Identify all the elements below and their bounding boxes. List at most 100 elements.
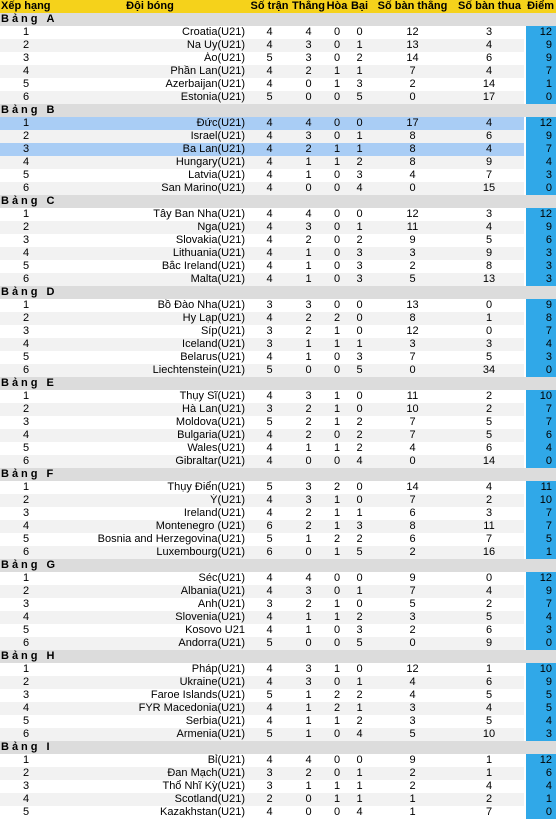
table-row[interactable]: 5 Kosovo U21 4 1 0 3 2 6 3 — [0, 624, 556, 637]
table-row[interactable]: 1 Thụy Điển(U21) 5 3 2 0 14 4 11 — [0, 481, 556, 494]
header-points[interactable]: Điểm — [525, 0, 556, 13]
team-name[interactable]: Ba Lan(U21) — [52, 143, 248, 156]
table-row[interactable]: 4 Montenegro (U21) 6 2 1 3 8 11 7 — [0, 520, 556, 533]
team-name[interactable]: Estonia(U21) — [52, 91, 248, 104]
team-name[interactable]: Slovenia(U21) — [52, 611, 248, 624]
header-rank[interactable]: Xếp hạng — [0, 0, 52, 13]
table-row[interactable]: 6 Gibraltar(U21) 4 0 0 4 0 14 0 — [0, 455, 556, 468]
team-name[interactable]: Malta(U21) — [52, 273, 248, 286]
table-row[interactable]: 4 FYR Macedonia(U21) 4 1 2 1 3 4 5 — [0, 702, 556, 715]
team-name[interactable]: Gibraltar(U21) — [52, 455, 248, 468]
table-row[interactable]: 1 Đức(U21) 4 4 0 0 17 4 12 — [0, 117, 556, 130]
table-row[interactable]: 1 Séc(U21) 4 4 0 0 9 0 12 — [0, 572, 556, 585]
table-row[interactable]: 4 Bulgaria(U21) 4 2 0 2 7 5 6 — [0, 429, 556, 442]
header-lost[interactable]: Bại — [348, 0, 371, 13]
team-name[interactable]: Na Uy(U21) — [52, 39, 248, 52]
team-name[interactable]: Bồ Đào Nha(U21) — [52, 299, 248, 312]
team-name[interactable]: Lithuania(U21) — [52, 247, 248, 260]
team-name[interactable]: Thổ Nhĩ Kỳ(U21) — [52, 780, 248, 793]
team-name[interactable]: Croatia(U21) — [52, 26, 248, 39]
team-name[interactable]: Hà Lan(U21) — [52, 403, 248, 416]
header-drawn[interactable]: Hòa — [326, 0, 348, 13]
team-name[interactable]: Wales(U21) — [52, 442, 248, 455]
team-name[interactable]: San Marino(U21) — [52, 182, 248, 195]
table-row[interactable]: 2 Nga(U21) 4 3 0 1 11 4 9 — [0, 221, 556, 234]
team-name[interactable]: Moldova(U21) — [52, 416, 248, 429]
team-name[interactable]: Đan Mạch(U21) — [52, 767, 248, 780]
team-name[interactable]: Hungary(U21) — [52, 156, 248, 169]
team-name[interactable]: Ireland(U21) — [52, 507, 248, 520]
team-name[interactable]: Bắc Ireland(U21) — [52, 260, 248, 273]
team-name[interactable]: Phần Lan(U21) — [52, 65, 248, 78]
table-row[interactable]: 3 Ba Lan(U21) 4 2 1 1 8 4 7 — [0, 143, 556, 156]
table-row[interactable]: 4 Phần Lan(U21) 4 2 1 1 7 4 7 — [0, 65, 556, 78]
team-name[interactable]: Thụy Điển(U21) — [52, 481, 248, 494]
team-name[interactable]: Séc(U21) — [52, 572, 248, 585]
team-name[interactable]: Kazakhstan(U21) — [52, 806, 248, 819]
table-row[interactable]: 5 Serbia(U21) 4 1 1 2 3 5 4 — [0, 715, 556, 728]
team-name[interactable]: Thụy Sĩ(U21) — [52, 390, 248, 403]
table-row[interactable]: 2 Albania(U21) 4 3 0 1 7 4 9 — [0, 585, 556, 598]
table-row[interactable]: 2 Hà Lan(U21) 3 2 1 0 10 2 7 — [0, 403, 556, 416]
team-name[interactable]: Ý(U21) — [52, 494, 248, 507]
table-row[interactable]: 3 Áo(U21) 5 3 0 2 14 6 9 — [0, 52, 556, 65]
team-name[interactable]: Síp(U21) — [52, 325, 248, 338]
table-row[interactable]: 2 Na Uy(U21) 4 3 0 1 13 4 9 — [0, 39, 556, 52]
team-name[interactable]: Azerbaijan(U21) — [52, 78, 248, 91]
table-row[interactable]: 5 Latvia(U21) 4 1 0 3 4 7 3 — [0, 169, 556, 182]
table-row[interactable]: 3 Anh(U21) 3 2 1 0 5 2 7 — [0, 598, 556, 611]
table-row[interactable]: 5 Wales(U21) 4 1 1 2 4 6 4 — [0, 442, 556, 455]
header-goals-against[interactable]: Số bàn thua — [454, 0, 525, 13]
team-name[interactable]: Đức(U21) — [52, 117, 248, 130]
table-row[interactable]: 3 Ireland(U21) 4 2 1 1 6 3 7 — [0, 507, 556, 520]
team-name[interactable]: Tây Ban Nha(U21) — [52, 208, 248, 221]
team-name[interactable]: Israel(U21) — [52, 130, 248, 143]
table-row[interactable]: 3 Síp(U21) 3 2 1 0 12 0 7 — [0, 325, 556, 338]
table-row[interactable]: 1 Bồ Đào Nha(U21) 3 3 0 0 13 0 9 — [0, 299, 556, 312]
table-row[interactable]: 3 Thổ Nhĩ Kỳ(U21) 3 1 1 1 2 4 4 — [0, 780, 556, 793]
table-row[interactable]: 4 Hungary(U21) 4 1 1 2 8 9 4 — [0, 156, 556, 169]
table-row[interactable]: 2 Israel(U21) 4 3 0 1 8 6 9 — [0, 130, 556, 143]
table-row[interactable]: 4 Slovenia(U21) 4 1 1 2 3 5 4 — [0, 611, 556, 624]
table-row[interactable]: 5 Bosnia and Herzegovina(U21) 5 1 2 2 6 7 5 — [0, 533, 556, 546]
table-row[interactable]: 2 Ukraine(U21) 4 3 0 1 4 6 9 — [0, 676, 556, 689]
team-name[interactable]: Iceland(U21) — [52, 338, 248, 351]
table-row[interactable]: 2 Hy Lạp(U21) 4 2 2 0 8 1 8 — [0, 312, 556, 325]
team-name[interactable]: Anh(U21) — [52, 598, 248, 611]
team-name[interactable]: Pháp(U21) — [52, 663, 248, 676]
table-row[interactable]: 3 Slovakia(U21) 4 2 0 2 9 5 6 — [0, 234, 556, 247]
team-name[interactable]: Montenegro (U21) — [52, 520, 248, 533]
table-row[interactable]: 4 Iceland(U21) 3 1 1 1 3 3 4 — [0, 338, 556, 351]
table-row[interactable]: 4 Lithuania(U21) 4 1 0 3 3 9 3 — [0, 247, 556, 260]
header-won[interactable]: Thắng — [291, 0, 326, 13]
table-row[interactable]: 3 Faroe Islands(U21) 5 1 2 2 4 5 5 — [0, 689, 556, 702]
team-name[interactable]: Hy Lạp(U21) — [52, 312, 248, 325]
table-row[interactable]: 6 Estonia(U21) 5 0 0 5 0 17 0 — [0, 91, 556, 104]
team-name[interactable]: Armenia(U21) — [52, 728, 248, 741]
team-name[interactable]: Faroe Islands(U21) — [52, 689, 248, 702]
team-name[interactable]: Bosnia and Herzegovina(U21) — [52, 533, 248, 546]
table-row[interactable]: 1 Tây Ban Nha(U21) 4 4 0 0 12 3 12 — [0, 208, 556, 221]
table-row[interactable]: 5 Kazakhstan(U21) 4 0 0 4 1 7 0 — [0, 806, 556, 819]
team-name[interactable]: Bulgaria(U21) — [52, 429, 248, 442]
table-row[interactable]: 1 Croatia(U21) 4 4 0 0 12 3 12 — [0, 26, 556, 39]
table-row[interactable]: 6 Andorra(U21) 5 0 0 5 0 9 0 — [0, 637, 556, 650]
team-name[interactable]: Kosovo U21 — [52, 624, 248, 637]
header-goals-for[interactable]: Số bàn thắng — [371, 0, 454, 13]
table-row[interactable]: 5 Azerbaijan(U21) 4 0 1 3 2 14 1 — [0, 78, 556, 91]
team-name[interactable]: Scotland(U21) — [52, 793, 248, 806]
table-row[interactable]: 6 Liechtenstein(U21) 5 0 0 5 0 34 0 — [0, 364, 556, 377]
table-row[interactable]: 6 Luxembourg(U21) 6 0 1 5 2 16 1 — [0, 546, 556, 559]
team-name[interactable]: Liechtenstein(U21) — [52, 364, 248, 377]
table-row[interactable]: 6 Armenia(U21) 5 1 0 4 5 10 3 — [0, 728, 556, 741]
team-name[interactable]: Serbia(U21) — [52, 715, 248, 728]
table-row[interactable]: 1 Bỉ(U21) 4 4 0 0 9 1 12 — [0, 754, 556, 767]
table-row[interactable]: 6 Malta(U21) 4 1 0 3 5 13 3 — [0, 273, 556, 286]
team-name[interactable]: Áo(U21) — [52, 52, 248, 65]
team-name[interactable]: Slovakia(U21) — [52, 234, 248, 247]
team-name[interactable]: Nga(U21) — [52, 221, 248, 234]
table-row[interactable]: 1 Pháp(U21) 4 3 1 0 12 1 10 — [0, 663, 556, 676]
table-row[interactable]: 5 Belarus(U21) 4 1 0 3 7 5 3 — [0, 351, 556, 364]
table-row[interactable]: 1 Thụy Sĩ(U21) 4 3 1 0 11 2 10 — [0, 390, 556, 403]
header-played[interactable]: Số trận — [248, 0, 291, 13]
